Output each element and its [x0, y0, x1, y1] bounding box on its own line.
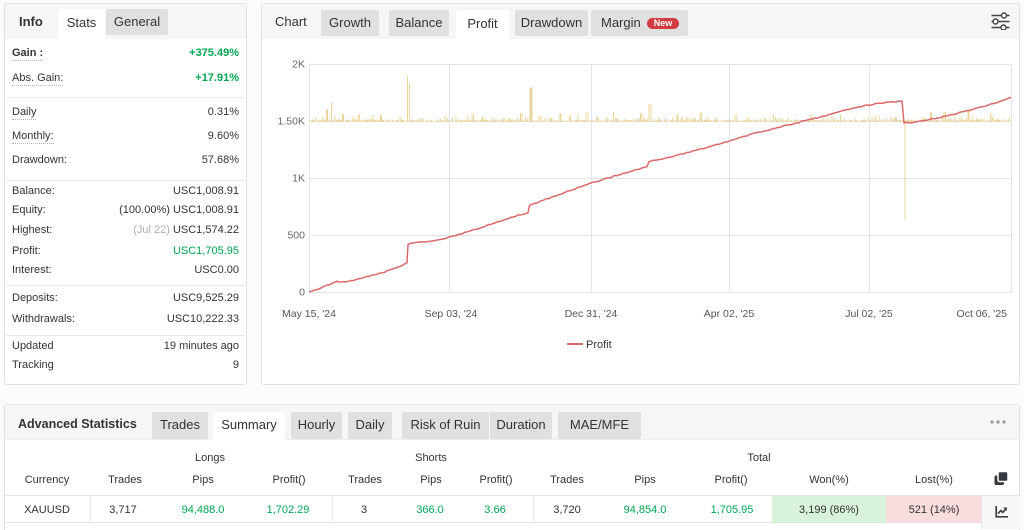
svg-text:0: 0: [299, 287, 305, 299]
svg-text:Oct 06, '25: Oct 06, '25: [957, 308, 1008, 320]
svg-text:May 15, '24: May 15, '24: [282, 308, 336, 320]
svg-text:Sep 03, '24: Sep 03, '24: [425, 308, 478, 320]
svg-text:Apr 02, '25: Apr 02, '25: [704, 308, 755, 320]
svg-text:Dec 31, '24: Dec 31, '24: [565, 308, 618, 320]
svg-text:500: 500: [287, 230, 305, 242]
svg-text:Jul 02, '25: Jul 02, '25: [845, 308, 893, 320]
svg-text:1K: 1K: [292, 173, 305, 185]
svg-text:1.50K: 1.50K: [278, 116, 305, 128]
svg-text:Profit: Profit: [586, 339, 612, 351]
svg-text:2K: 2K: [292, 59, 305, 71]
